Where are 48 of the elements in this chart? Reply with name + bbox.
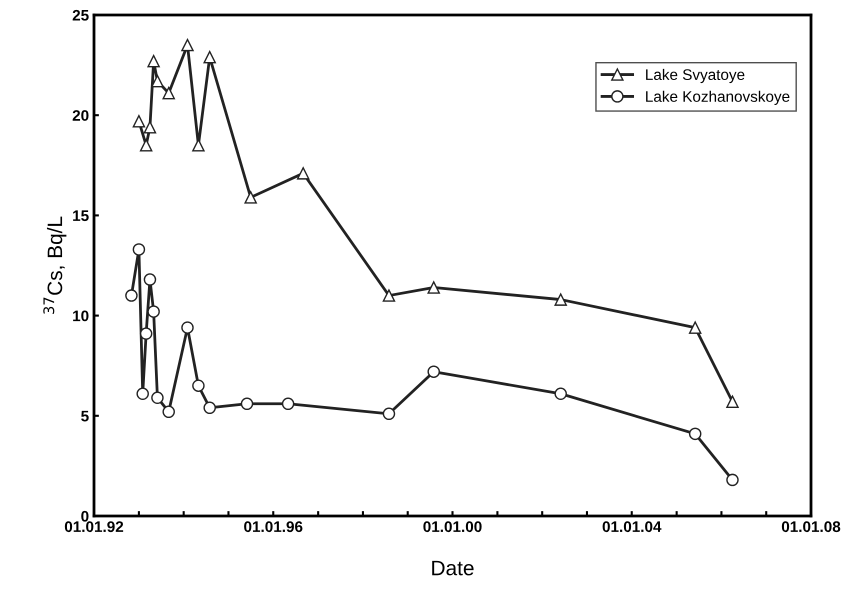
point [132, 243, 146, 256]
point [726, 474, 739, 486]
point [151, 392, 164, 404]
point [147, 305, 160, 318]
point [688, 428, 702, 440]
point [726, 396, 739, 408]
legend-label: Lake Svyatoye [646, 68, 744, 84]
point [125, 289, 138, 302]
x-tick-label: 01.01.04 [602, 521, 662, 532]
point [382, 408, 396, 420]
point [144, 273, 156, 286]
point [181, 321, 194, 334]
x-tick-label: 01.01.92 [64, 521, 124, 532]
y-tick-label: 20 [72, 110, 89, 121]
point [554, 293, 567, 306]
point [162, 406, 175, 418]
point [296, 167, 310, 180]
point [132, 114, 146, 128]
point [203, 50, 216, 64]
y-axis-title: $^{37}$Cs, Bq/L [43, 216, 66, 314]
y-tick-label: 5 [81, 410, 89, 422]
point [181, 38, 194, 52]
point [688, 321, 702, 334]
y-tick-label: 25 [72, 10, 89, 21]
point [144, 120, 156, 134]
point [427, 365, 440, 378]
point [203, 402, 216, 414]
point [136, 388, 149, 400]
y-tick-label: 10 [73, 310, 89, 322]
x-tick-label: 01.01.00 [423, 521, 482, 532]
legend-label: Lake Kozhanovskoye [646, 90, 790, 105]
x-axis-title: Date [432, 560, 474, 576]
point [282, 398, 294, 410]
point [140, 327, 152, 340]
point [162, 86, 175, 100]
point [244, 191, 257, 204]
x-tick-label: 01.01.96 [244, 521, 302, 532]
point [147, 54, 160, 68]
point [382, 289, 396, 302]
point [192, 379, 205, 392]
point [554, 388, 567, 400]
point [427, 281, 440, 294]
y-tick-label: 0 [81, 510, 89, 522]
point [240, 398, 254, 410]
y-tick-label: 15 [73, 210, 89, 222]
point [140, 139, 152, 152]
point [151, 74, 164, 88]
x-tick-label: 01.01.08 [782, 521, 840, 532]
